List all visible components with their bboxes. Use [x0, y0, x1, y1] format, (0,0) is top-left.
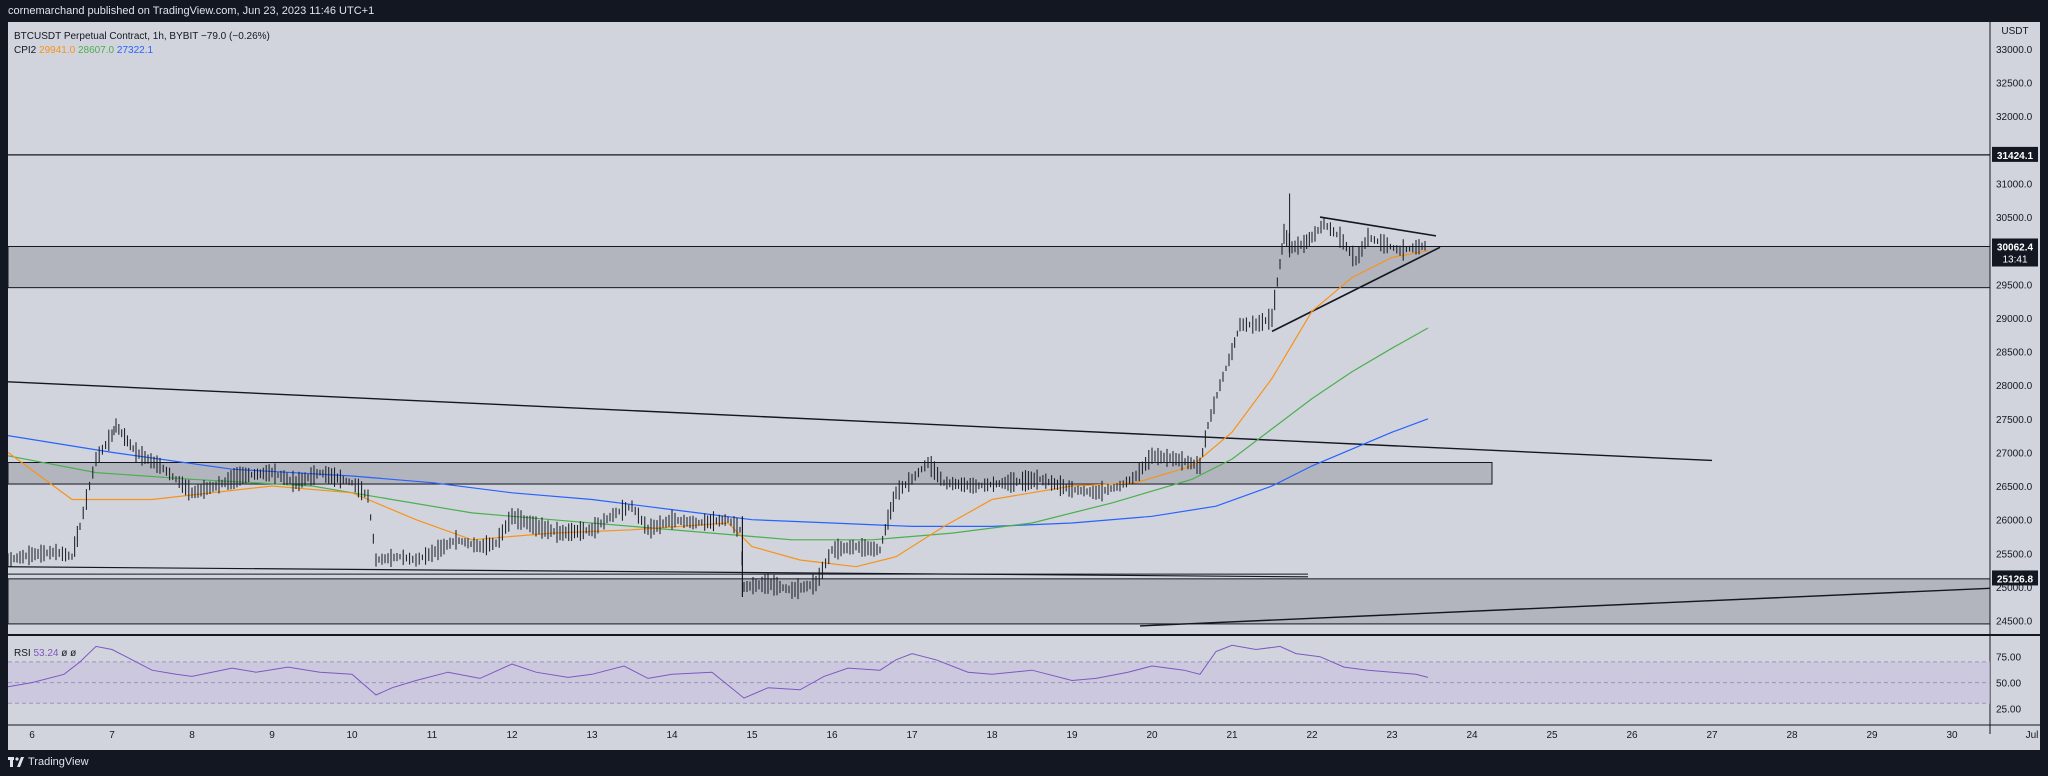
price-tick-label: 28500.0	[1996, 348, 2033, 359]
rsi-legend-extra-2: ø	[70, 648, 77, 659]
price-tick-label: 24500.0	[1996, 617, 2033, 628]
price-tick-label: 31000.0	[1996, 179, 2033, 190]
rsi-tick-label: 50.00	[1996, 679, 2021, 690]
time-tick-label: Jul	[2026, 730, 2039, 741]
time-tick-label: 13	[586, 730, 598, 741]
trendline-lower	[8, 566, 1309, 578]
time-tick-label: 23	[1386, 730, 1398, 741]
time-tick-label: 19	[1066, 730, 1078, 741]
price-tick-label: 27500.0	[1996, 415, 2033, 426]
time-tick-label: 20	[1146, 730, 1158, 741]
price-tick-label: 32000.0	[1996, 112, 2033, 123]
time-tick-label: 6	[29, 730, 35, 741]
price-tick-label: 30500.0	[1996, 213, 2033, 224]
time-tick-label: 21	[1226, 730, 1238, 741]
time-tick-label: 26	[1626, 730, 1638, 741]
rsi-tick-label: 75.00	[1996, 653, 2021, 664]
time-tick-label: 10	[346, 730, 358, 741]
rsi-tick-label: 25.00	[1996, 704, 2021, 715]
price-tick-label: 29500.0	[1996, 280, 2033, 291]
price-label-box-last	[1992, 238, 2038, 267]
time-tick-label: 15	[746, 730, 758, 741]
price-tick-label: 28000.0	[1996, 381, 2033, 392]
rsi-legend: RSI 53.24 ø ø	[14, 648, 76, 659]
trendline-rising	[1139, 587, 1991, 627]
publish-header: cornemarchand published on TradingView.c…	[8, 5, 375, 17]
tradingview-logo-icon	[8, 757, 24, 767]
time-tick-label: 29	[1866, 730, 1878, 741]
time-tick-label: 28	[1786, 730, 1798, 741]
time-tick-label: 8	[189, 730, 195, 741]
time-tick-label: 7	[109, 730, 115, 741]
price-tick-label: 29000.0	[1996, 314, 2033, 325]
trendline-descending	[8, 381, 1713, 462]
price-tick-label: 32500.0	[1996, 79, 2033, 90]
legend-symbol[interactable]: BTCUSDT Perpetual Contract, 1h, BYBIT	[14, 31, 199, 42]
price-tick-label: 27000.0	[1996, 448, 2033, 459]
chart-canvas[interactable]: USDT 24500.0 25000.0 25500.0 26000.0 26500.0 2…	[8, 22, 2040, 750]
price-axis-background	[1990, 22, 2040, 734]
zone-upper	[8, 245, 1991, 289]
price-tick-label: 26500.0	[1996, 482, 2033, 493]
price-tick-label: 25000.0	[1996, 583, 2033, 594]
footer-bar: TradingView	[0, 750, 2048, 776]
zone-lower	[8, 578, 1991, 625]
legend-change: −79.0 (−0.26%)	[200, 31, 270, 42]
time-tick-label: 25	[1546, 730, 1558, 741]
price-tick-label: 33000.0	[1996, 45, 2033, 56]
legend-indicator-value-fast: 29941.0	[39, 45, 76, 56]
time-tick-label: 24	[1466, 730, 1478, 741]
price-axis-currency: USDT	[2001, 26, 2028, 37]
legend-indicator-name[interactable]: CPI2	[14, 45, 37, 56]
price-label-box-31424	[1992, 146, 2038, 162]
price-label-countdown: 13:41	[2002, 254, 2027, 265]
price-tick-label: 26000.0	[1996, 516, 2033, 527]
triangle-upper	[1319, 216, 1437, 237]
time-tick-label: 9	[269, 730, 275, 741]
rsi-legend-name[interactable]: RSI	[14, 648, 31, 659]
price-label-25126: 25126.8	[1997, 574, 2034, 585]
triangle-lower	[1271, 246, 1441, 333]
ema-mid-line	[8, 327, 1429, 541]
ema-slow-line	[8, 418, 1429, 527]
time-tick-label: 16	[826, 730, 838, 741]
tradingview-brand: TradingView	[28, 756, 89, 768]
time-tick-label: 27	[1706, 730, 1718, 741]
time-tick-label: 11	[427, 730, 438, 741]
legend-indicator-value-mid: 28607.0	[77, 45, 115, 56]
chart-frame: USDT 24500.0 25000.0 25500.0 26000.0 26500.0 2…	[8, 22, 2040, 750]
rsi-line	[8, 644, 1429, 699]
tradingview-logo[interactable]: TradingView	[8, 756, 89, 768]
time-tick-label: 18	[986, 730, 998, 741]
time-tick-label: 22	[1306, 730, 1318, 741]
price-label-last: 30062.4	[1997, 242, 2034, 253]
rsi-legend-extra-1: ø	[61, 648, 68, 659]
ema-fast-line	[8, 250, 1429, 568]
price-label-31424: 31424.1	[1997, 151, 2034, 162]
price-tick-label: 25500.0	[1996, 549, 2033, 560]
time-tick-label: 17	[906, 730, 918, 741]
time-tick-label: 14	[666, 730, 678, 741]
rsi-legend-value: 53.24	[33, 648, 59, 659]
time-tick-label: 12	[506, 730, 518, 741]
chart-legend: BTCUSDT Perpetual Contract, 1h, BYBIT −7…	[14, 30, 270, 58]
legend-indicator-value-slow: 27322.1	[116, 45, 154, 56]
price-label-box-25126	[1992, 570, 2038, 586]
time-tick-label: 30	[1946, 730, 1958, 741]
